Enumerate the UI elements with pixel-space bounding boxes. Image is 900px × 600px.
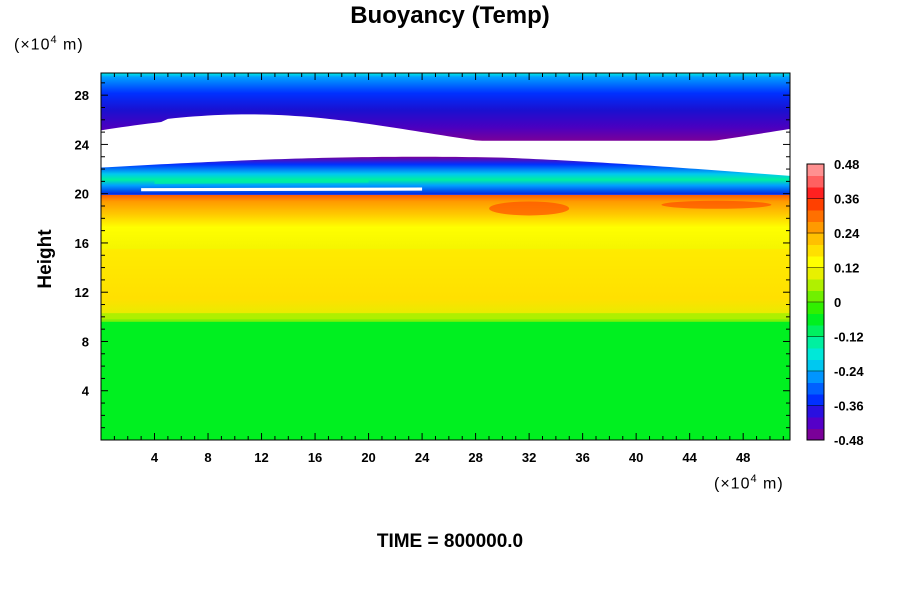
y-tick-label: 16 (75, 236, 89, 251)
colorbar-segment (807, 290, 824, 303)
colorbar-segment (807, 428, 824, 441)
colorbar-segment (807, 348, 824, 360)
colorbar-segment (807, 267, 824, 280)
x-tick-label: 40 (629, 450, 643, 465)
y-tick-label: 12 (75, 285, 89, 300)
band-cold-jets (101, 156, 790, 195)
colorbar-segment (807, 313, 824, 326)
colorbar-segment (807, 244, 824, 257)
y-unit-prefix: (×10 (14, 36, 51, 54)
colorbar-tick-label: -0.24 (834, 364, 864, 379)
colorbar-segment (807, 359, 824, 372)
chart-title: Buoyancy (Temp) (350, 2, 550, 29)
band-transition (101, 313, 790, 322)
plot-frame (100, 72, 791, 441)
colorbar-segment (807, 394, 824, 406)
x-tick-label: 44 (682, 450, 697, 465)
x-tick-label: 20 (361, 450, 375, 465)
x-tick-label: 8 (204, 450, 211, 465)
plot-area (101, 73, 790, 440)
warm-patch-east (661, 200, 772, 209)
colorbar-segment (807, 405, 824, 418)
colorbar-segment (807, 417, 824, 429)
x-tick-label: 16 (308, 450, 322, 465)
colorbar-tick-label: -0.12 (834, 330, 864, 345)
colorbar-segment (807, 198, 824, 211)
colorbar-segment (807, 382, 824, 395)
colorbar-tick-label: -0.48 (834, 433, 864, 448)
y-tick-label: 24 (75, 137, 90, 152)
colorbar-segment (807, 336, 824, 349)
x-unit-suffix: m) (757, 475, 784, 493)
colorbar-segment (807, 210, 824, 222)
x-unit-exponent: 4 (750, 473, 758, 485)
y-unit-exponent: 4 (50, 34, 58, 46)
colorbar-segment (807, 279, 824, 291)
colorbar-tick-label: 0.48 (834, 157, 859, 172)
x-tick-label: 28 (468, 450, 482, 465)
band-top-cold-layer (101, 73, 790, 141)
jet-core (154, 178, 369, 184)
colorbar-segment (807, 371, 824, 383)
colorbar-segment (807, 221, 824, 234)
x-tick-label: 32 (522, 450, 536, 465)
x-tick-label: 4 (151, 450, 159, 465)
time-label: TIME = 800000.0 (376, 531, 524, 552)
colorbar-segment (807, 187, 824, 199)
y-tick-label: 8 (82, 334, 89, 349)
colorbar-tick-label: 0 (834, 295, 841, 310)
y-unit-suffix: m) (57, 36, 84, 54)
x-tick-label: 12 (254, 450, 268, 465)
x-tick-label: 36 (575, 450, 589, 465)
x-unit-label: (×104 m) (714, 473, 784, 493)
x-unit-prefix: (×10 (714, 475, 751, 493)
colorbar-segment (807, 233, 824, 245)
colorbar: 0.48 0.36 0.24 0.12 0 -0.12 -0.24 -0.36 -0.48 (806, 157, 864, 448)
colorbar-tick-label: 0.12 (834, 261, 859, 276)
colorbar-segment (807, 256, 824, 268)
gap-line (141, 187, 423, 192)
y-unit-label: (×104 m) (14, 34, 84, 54)
colorbar-tick-label: 0.24 (834, 226, 860, 241)
y-tick-label: 4 (82, 384, 90, 399)
warm-patch (489, 201, 570, 216)
colorbar-segment (807, 325, 824, 337)
colorbar-segment (807, 302, 824, 314)
x-tick-label: 48 (736, 450, 750, 465)
y-tick-label: 20 (75, 187, 89, 202)
colorbar-tick-label: 0.36 (834, 192, 859, 207)
band-middle-layer (101, 236, 790, 320)
y-tick-label: 28 (75, 88, 89, 103)
colorbar-tick-label: -0.36 (834, 399, 864, 414)
x-tick-label: 24 (415, 450, 430, 465)
band-lower-layer (101, 316, 790, 440)
colorbar-segment (807, 164, 824, 176)
colorbar-segment (807, 175, 824, 188)
